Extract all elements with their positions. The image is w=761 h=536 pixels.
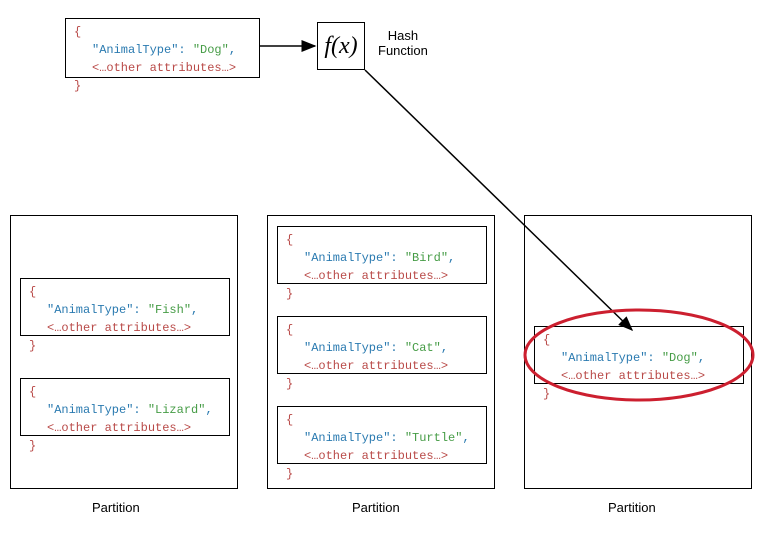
json-record-p2-r0: {"AnimalType": "Dog",<…other attributes…… <box>534 326 744 384</box>
partition-label-2: Partition <box>608 500 656 515</box>
partition-label-1: Partition <box>352 500 400 515</box>
json-record-p1-r0: {"AnimalType": "Bird",<…other attributes… <box>277 226 487 284</box>
partition-label-0: Partition <box>92 500 140 515</box>
json-record-input: {"AnimalType": "Dog",<…other attributes…… <box>65 18 260 78</box>
json-record-p0-r0: {"AnimalType": "Fish",<…other attributes… <box>20 278 230 336</box>
json-record-p0-r1: {"AnimalType": "Lizard",<…other attribut… <box>20 378 230 436</box>
hash-function-box: f(x) <box>317 22 365 70</box>
hash-function-label: HashFunction <box>378 28 428 58</box>
json-record-p1-r2: {"AnimalType": "Turtle",<…other attribut… <box>277 406 487 464</box>
json-record-p1-r1: {"AnimalType": "Cat",<…other attributes…… <box>277 316 487 374</box>
